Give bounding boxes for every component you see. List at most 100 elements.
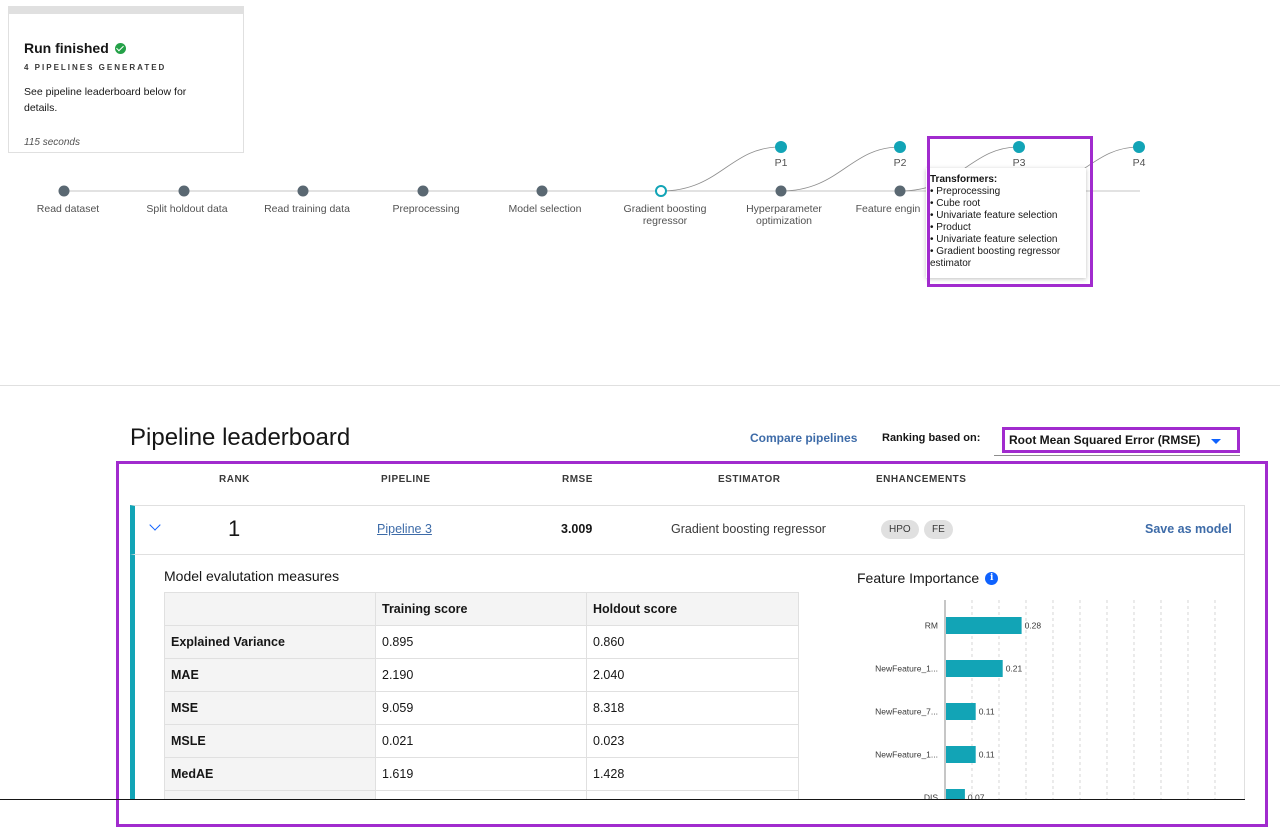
eval-metric: MedAE [164, 757, 376, 791]
section-divider [0, 385, 1280, 386]
pipeline-node-p1[interactable] [775, 141, 787, 153]
node-hpo[interactable] [775, 185, 787, 197]
chevron-down-icon[interactable] [149, 519, 161, 531]
column-header-estimator[interactable]: ESTIMATOR [718, 474, 781, 485]
node-gradient-boosting[interactable] [655, 185, 667, 197]
column-header-rmse[interactable]: RMSE [562, 474, 593, 485]
run-description: See pipeline leaderboard below for detai… [24, 86, 187, 114]
eval-metric: MSLE [164, 724, 376, 758]
node-model-selection[interactable] [536, 185, 548, 197]
pipeline-graph: P1 P2 P3 P4 Read dataset Split holdout d… [0, 0, 1280, 300]
row-estimator: Gradient boosting regressor [671, 522, 826, 536]
node-read-dataset[interactable] [58, 185, 70, 197]
feature-value-label: 0.07 [968, 793, 985, 801]
checkmark-icon [114, 42, 126, 54]
feature-bar[interactable] [946, 789, 965, 800]
node-split-holdout[interactable] [178, 185, 190, 197]
eval-metric: MAE [164, 658, 376, 692]
table-row: Explained Variance 0.895 0.860 [164, 625, 799, 659]
node-label-split-holdout: Split holdout data [146, 203, 228, 215]
pipeline-label-p4: P4 [1132, 157, 1146, 169]
table-row: MedAE 1.619 1.428 [164, 757, 799, 791]
node-label-gradient-boosting: Gradient boosting regressor [623, 203, 707, 227]
pipeline-node-p2[interactable] [894, 141, 906, 153]
info-icon[interactable]: i [985, 571, 999, 585]
pipeline-node-p4[interactable] [1133, 141, 1145, 153]
column-header-rank[interactable]: RANK [219, 474, 250, 485]
feature-bar[interactable] [946, 703, 976, 720]
eval-header-training: Training score [375, 592, 587, 626]
column-header-enhancements[interactable]: ENHANCEMENTS [876, 474, 967, 485]
node-feature-engineering[interactable] [894, 185, 906, 197]
node-label-model-selection: Model selection [508, 203, 582, 215]
row-rank: 1 [228, 516, 241, 541]
feature-value-label: 0.11 [979, 750, 995, 760]
feature-importance-chart: RM 0.28 NewFeature_1... 0.21 NewFeature_7...… [875, 600, 1216, 801]
branch-p1 [660, 146, 781, 192]
tooltip-item: • Univariate feature selection [930, 234, 1058, 245]
ranking-metric-value: Root Mean Squared Error (RMSE) [1009, 433, 1201, 447]
run-status-card: Run finished 4 PIPELINES GENERATED See p… [8, 6, 244, 153]
feature-label: RM [925, 621, 938, 631]
highlight-box-tooltip [927, 136, 1093, 287]
eval-training: 1.619 [375, 757, 587, 791]
highlight-box-leaderboard [116, 461, 1268, 827]
compare-pipelines-link[interactable]: Compare pipelines [750, 431, 858, 445]
node-read-training[interactable] [297, 185, 309, 197]
node-label-preprocessing: Preprocessing [392, 203, 460, 215]
leaderboard-row[interactable]: 1 Pipeline 3 3.009 Gradient boosting reg… [130, 505, 1245, 555]
eval-metric: Explained Variance [164, 625, 376, 659]
pipeline-label-p2: P2 [893, 157, 907, 169]
row-rmse: 3.009 [561, 522, 593, 536]
eval-holdout: 0.860 [586, 625, 799, 659]
feature-value-label: 0.11 [979, 707, 995, 717]
node-label-read-training: Read training data [264, 203, 350, 215]
eval-holdout: 0.023 [586, 724, 799, 758]
eval-training: 0.895 [375, 625, 587, 659]
tag-hpo: HPO [881, 520, 919, 539]
tooltip-item: • Cube root [930, 198, 981, 209]
evaluation-table: Training score Holdout score Explained V… [164, 592, 799, 800]
column-header-pipeline[interactable]: PIPELINE [381, 474, 431, 485]
eval-holdout: 1.428 [586, 757, 799, 791]
table-row: MSE 9.059 8.318 [164, 691, 799, 725]
tooltip-item: • Product [930, 222, 971, 233]
eval-header-holdout: Holdout score [586, 592, 799, 626]
evaluation-title: Model evalutation measures [164, 568, 340, 584]
feature-label: DIS [924, 793, 939, 801]
tooltip-title: Transformers: [930, 174, 998, 185]
tag-fe: FE [924, 520, 953, 539]
node-label-read-dataset: Read dataset [36, 203, 100, 215]
tooltip-item: • Gradient boosting regressor estimator [930, 246, 1061, 269]
node-preprocessing[interactable] [417, 185, 429, 197]
feature-value-label: 0.21 [1006, 664, 1023, 674]
ranking-metric-dropdown[interactable]: Root Mean Squared Error (RMSE) [1002, 427, 1240, 453]
leaderboard-title: Pipeline leaderboard [130, 424, 351, 451]
eval-holdout: 8.318 [586, 691, 799, 725]
dropdown-underline [994, 455, 1240, 456]
feature-importance-title: Feature Importance i [857, 570, 999, 586]
eval-holdout: 2.040 [586, 658, 799, 692]
feature-label: NewFeature_1... [875, 664, 938, 674]
eval-holdout-empty [586, 790, 799, 800]
table-row: MSLE 0.021 0.023 [164, 724, 799, 758]
feature-bar[interactable] [946, 746, 976, 763]
eval-metric: MSE [164, 691, 376, 725]
node-label-feature-engineering: Feature engin [855, 203, 921, 215]
run-status-title-text: Run finished [24, 40, 109, 56]
pipeline-link[interactable]: Pipeline 3 [377, 522, 432, 536]
viewport-bottom-edge [0, 799, 1245, 800]
tooltip-item: • Univariate feature selection [930, 210, 1058, 221]
branch-p2 [780, 146, 901, 192]
pipeline-tooltip: Transformers: • Preprocessing • Cube roo… [926, 168, 1086, 278]
feature-bar[interactable] [946, 660, 1003, 677]
pipeline-details-panel: Model evalutation measures Training scor… [130, 555, 1245, 800]
pipeline-node-p3[interactable] [1013, 141, 1025, 153]
save-as-model-button[interactable]: Save as model [1145, 522, 1232, 536]
pipeline-label-p3: P3 [1012, 157, 1026, 169]
feature-bar[interactable] [946, 617, 1022, 634]
table-row [164, 790, 799, 800]
eval-training: 2.190 [375, 658, 587, 692]
pipelines-generated-count: 4 PIPELINES GENERATED [24, 63, 167, 72]
node-label-hpo: Hyperparameter optimization [746, 203, 822, 227]
